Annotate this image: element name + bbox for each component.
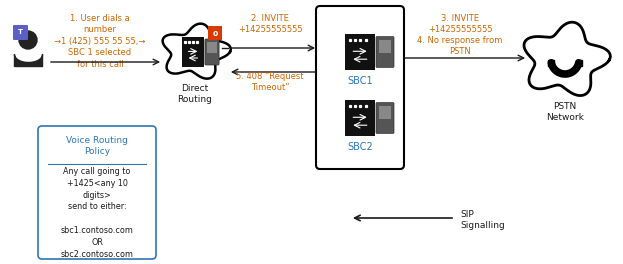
Text: T: T bbox=[18, 30, 23, 35]
FancyBboxPatch shape bbox=[205, 39, 219, 65]
Polygon shape bbox=[163, 24, 231, 79]
Text: PSTN
Network: PSTN Network bbox=[546, 102, 584, 122]
FancyBboxPatch shape bbox=[376, 103, 394, 133]
Text: Any call going to
+1425<any 10
digits>
send to either:

sbc1.contoso.com
OR
sbc2: Any call going to +1425<any 10 digits> s… bbox=[60, 167, 133, 259]
Text: Direct
Routing: Direct Routing bbox=[178, 84, 212, 104]
FancyBboxPatch shape bbox=[376, 37, 394, 67]
FancyBboxPatch shape bbox=[181, 37, 204, 67]
FancyBboxPatch shape bbox=[379, 106, 391, 119]
Text: 2. INVITE
+14255555555: 2. INVITE +14255555555 bbox=[238, 14, 302, 34]
Text: 1. User dials a
number
→1 (425) 555 55 55,→
SBC 1 selected
for this call: 1. User dials a number →1 (425) 555 55 5… bbox=[54, 14, 146, 69]
FancyBboxPatch shape bbox=[208, 26, 222, 40]
FancyBboxPatch shape bbox=[13, 25, 28, 40]
FancyBboxPatch shape bbox=[207, 42, 217, 53]
Circle shape bbox=[19, 31, 37, 49]
Text: Voice Routing
Policy: Voice Routing Policy bbox=[66, 136, 128, 157]
Text: SIP
Signalling: SIP Signalling bbox=[460, 210, 505, 230]
FancyBboxPatch shape bbox=[345, 100, 375, 136]
FancyBboxPatch shape bbox=[345, 34, 375, 70]
Text: SBC2: SBC2 bbox=[347, 142, 373, 152]
FancyBboxPatch shape bbox=[379, 40, 391, 53]
Text: 5. 408 “Request
Timeout”: 5. 408 “Request Timeout” bbox=[236, 72, 304, 92]
Text: o: o bbox=[212, 29, 217, 37]
Text: SBC1: SBC1 bbox=[347, 76, 373, 86]
FancyBboxPatch shape bbox=[316, 6, 404, 169]
FancyBboxPatch shape bbox=[38, 126, 156, 259]
Polygon shape bbox=[524, 22, 611, 96]
Text: 3. INVITE
+14255555555
4. No response from
PSTN: 3. INVITE +14255555555 4. No response fr… bbox=[417, 14, 503, 56]
